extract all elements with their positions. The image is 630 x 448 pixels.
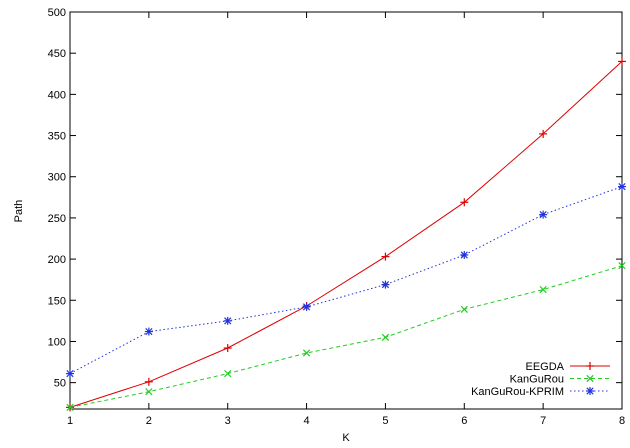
series-0-point-1 — [144, 377, 153, 386]
series-0-point-4 — [381, 252, 390, 261]
series-2-point-6 — [539, 210, 548, 219]
legend-marker-0 — [586, 362, 594, 370]
y-tick-label-8: 450 — [48, 48, 66, 60]
y-tick-label-4: 250 — [48, 213, 66, 225]
series-line-1 — [69, 265, 623, 408]
series-line-0 — [69, 61, 623, 408]
plot-frame — [69, 11, 623, 410]
series-1-point-5 — [460, 305, 468, 313]
y-axis-label: Path — [13, 200, 25, 223]
series-line-2 — [69, 186, 623, 375]
y-tick-label-6: 350 — [48, 131, 66, 143]
legend-marker-1 — [586, 374, 594, 383]
series-layer — [66, 57, 626, 412]
x-tick-label-6: 7 — [540, 415, 546, 427]
y-tick-label-3: 200 — [48, 254, 66, 266]
series-1-point-3 — [302, 349, 311, 357]
series-1-point-6 — [539, 285, 547, 294]
series-2-point-1 — [144, 327, 153, 336]
plot-axes: 50 100 150 200 250 300 350 400 450 500 1 2 3 4 5 6 7 8 — [48, 7, 625, 427]
series-1-point-2 — [224, 369, 232, 378]
y-tick-label-2: 150 — [48, 295, 66, 307]
series-1-point-1 — [145, 388, 153, 396]
series-2-point-2 — [223, 316, 232, 325]
x-tick-label-3: 4 — [304, 415, 310, 427]
y-tick-label-5: 300 — [48, 172, 66, 184]
legend-label-1: KanGuRou — [510, 374, 564, 386]
x-tick-label-1: 2 — [146, 415, 152, 427]
legend-marker-2 — [586, 387, 594, 395]
series-1-point-7 — [618, 262, 626, 270]
series-0-point-2 — [223, 344, 232, 353]
x-tick-label-7: 8 — [619, 415, 625, 427]
x-tick-label-0: 1 — [67, 415, 73, 427]
series-0-point-5 — [460, 198, 469, 207]
series-1-point-4 — [381, 333, 390, 341]
legend-label-2: KanGuRou-KPRIM — [471, 386, 564, 398]
x-axis-label: K — [342, 432, 350, 444]
y-tick-label-1: 100 — [48, 336, 66, 348]
y-tick-label-0: 50 — [54, 378, 66, 390]
series-2-point-3 — [302, 302, 311, 311]
series-2-point-0 — [66, 369, 74, 378]
y-tick-label-9: 500 — [48, 7, 66, 19]
x-tick-label-2: 3 — [225, 415, 231, 427]
x-tick-label-5: 6 — [461, 415, 467, 427]
series-2-point-5 — [460, 250, 469, 259]
x-tick-label-4: 5 — [382, 415, 388, 427]
legend-label-0: EEGDA — [525, 361, 564, 373]
series-1-point-0 — [66, 403, 74, 411]
y-tick-label-7: 400 — [48, 89, 66, 101]
series-0-point-6 — [539, 129, 548, 138]
series-2-point-4 — [381, 280, 390, 289]
series-2-point-7 — [618, 182, 626, 191]
series-0-point-7 — [618, 57, 626, 66]
